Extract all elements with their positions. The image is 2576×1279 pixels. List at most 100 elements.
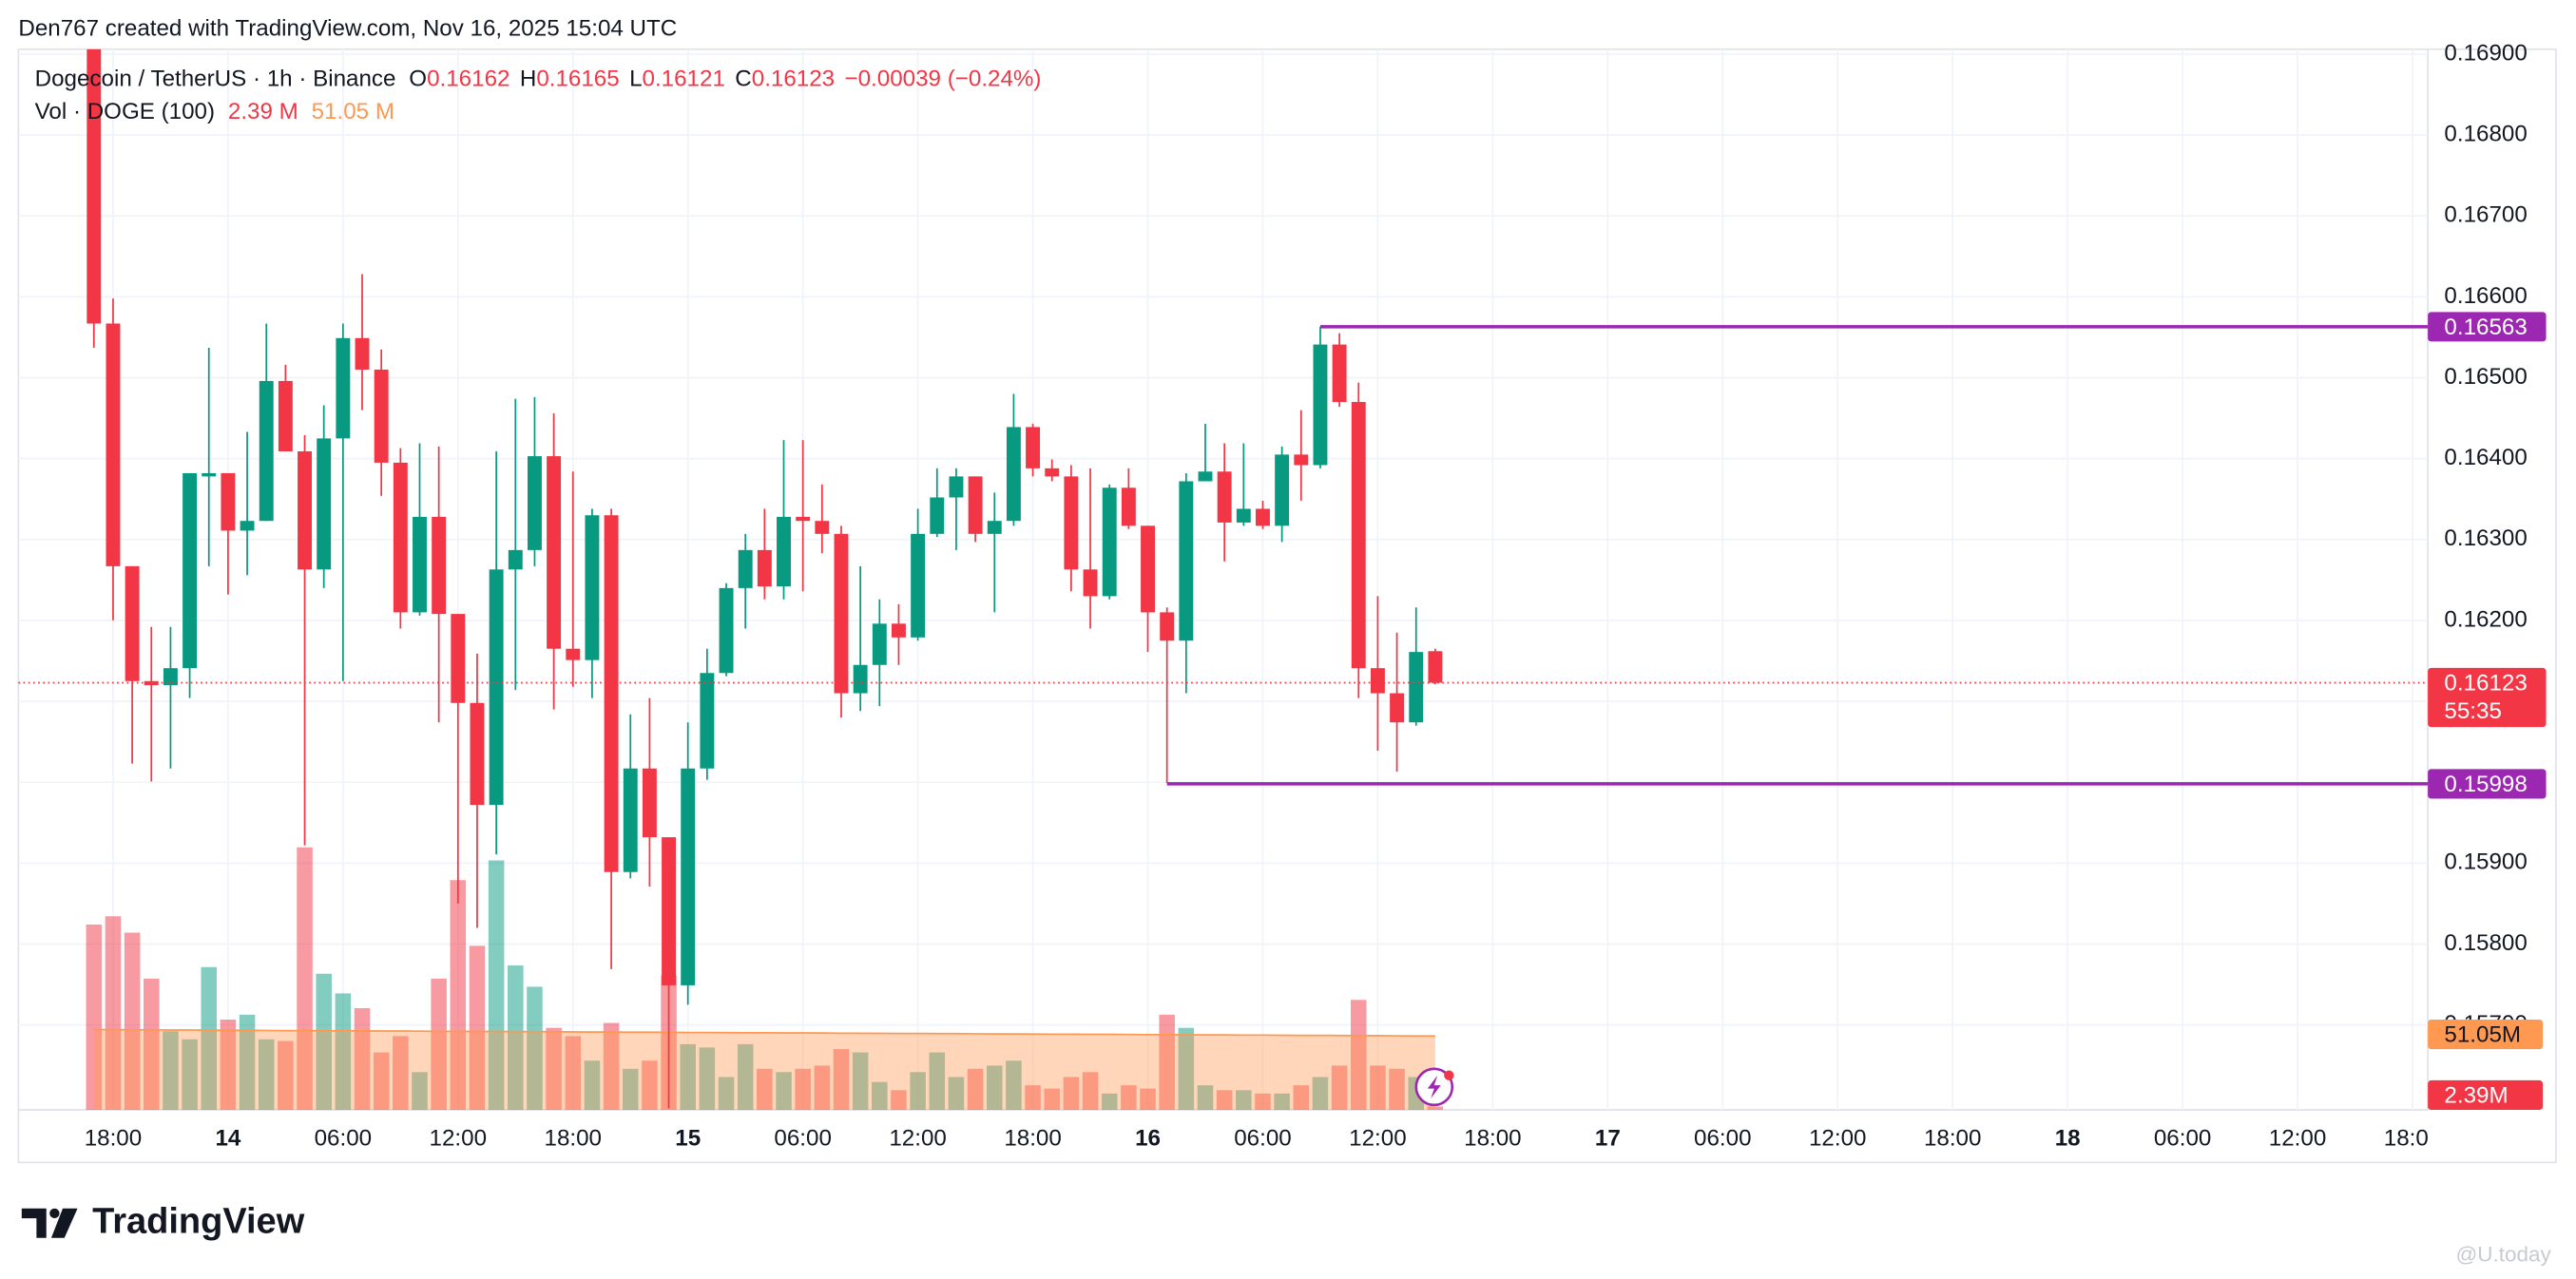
y-tick-label: 0.16300 (2444, 525, 2527, 551)
volume-bar (105, 916, 122, 1111)
candle-body (278, 380, 293, 451)
candle-body (1121, 487, 1136, 526)
x-tick-label: 06:00 (1694, 1126, 1752, 1152)
volume-bar (1140, 1088, 1156, 1111)
candle-body (87, 48, 102, 324)
candle-body (527, 456, 542, 550)
l-label: L (629, 67, 642, 92)
volume-bar (776, 1072, 792, 1111)
candle-body (1313, 344, 1328, 466)
volume-bar (757, 1068, 773, 1111)
x-tick-label: 15 (675, 1126, 701, 1152)
volume-bar (450, 880, 467, 1111)
h-label: H (520, 67, 536, 92)
candle-body (1351, 402, 1366, 669)
author-line: Den767 created with TradingView.com, Nov… (18, 15, 677, 41)
volume-bar (163, 1031, 179, 1111)
y-tick-label: 0.16400 (2444, 445, 2527, 470)
candle-body (1236, 508, 1251, 523)
volume-bar (1216, 1090, 1233, 1111)
brand-name: TradingView (92, 1201, 305, 1241)
candle-body (355, 337, 370, 370)
watermark: @U.today (2456, 1243, 2552, 1267)
candle-body (585, 515, 600, 660)
volume-bar (910, 1072, 926, 1111)
alert-icon[interactable] (1414, 1067, 1454, 1107)
countdown: 55:35 (2444, 698, 2502, 724)
x-tick-label: 06:00 (315, 1126, 372, 1152)
volume-bar (1063, 1077, 1080, 1111)
candle-body (489, 569, 504, 806)
symbol: Dogecoin / TetherUS · 1h · Binance (35, 67, 396, 92)
candle-body (1006, 427, 1021, 522)
candle-body (738, 549, 753, 588)
candle-body (777, 516, 791, 587)
volume-bar (1006, 1060, 1022, 1111)
candle-body (183, 472, 198, 669)
volume-bar (737, 1043, 754, 1111)
volume-tag (2428, 1019, 2544, 1050)
volume-ma-area (93, 1029, 1435, 1111)
volume-bar (527, 986, 543, 1111)
volume-bar (278, 1040, 294, 1111)
volume-bar (354, 1007, 371, 1111)
volume-bar (603, 1022, 620, 1111)
volume-bar (1293, 1085, 1310, 1111)
x-tick-label: 12:00 (1349, 1126, 1407, 1152)
volume-bar (814, 1065, 831, 1111)
volume-bar (565, 1036, 582, 1111)
candle-body (221, 472, 236, 531)
candle-body (796, 516, 811, 522)
volume-bar (393, 1036, 409, 1111)
volume-bar (431, 978, 447, 1111)
volume-bar (642, 1060, 658, 1111)
candle-body (700, 673, 715, 769)
candle-body (1275, 454, 1290, 526)
volume-bar (584, 1060, 601, 1111)
x-axis: 18:00 14 06:00 12:00 18:00 15 06:00 12:00 18:00 1… (85, 1126, 2428, 1152)
y-tick-label: 0.15800 (2444, 930, 2527, 956)
brand-logo (21, 1208, 78, 1238)
volume-bar (986, 1065, 1003, 1111)
candle-body (853, 664, 868, 694)
candle-body (1064, 476, 1079, 570)
volume-bar (929, 1052, 946, 1111)
vol-ma-value: 51.05 M (312, 100, 394, 125)
volume-ma-line (93, 1028, 1435, 1038)
volume-bar (1159, 1014, 1175, 1111)
vol-value: 2.39 M (228, 100, 298, 125)
candle-body (1045, 468, 1060, 477)
l-value: 0.16121 (643, 67, 725, 92)
candle-body (911, 533, 926, 638)
candle-body (719, 587, 734, 674)
candle-body (1141, 525, 1155, 613)
x-tick-label: 12:00 (430, 1126, 488, 1152)
c-value: 0.16123 (752, 67, 835, 92)
candle-body (1179, 481, 1194, 641)
h-value: 0.16165 (536, 67, 619, 92)
candle-body (872, 623, 887, 665)
volume-bar (1274, 1093, 1290, 1111)
y-tick-label: 0.16700 (2444, 202, 2527, 228)
candle-body (144, 680, 159, 686)
volume-bar (239, 1014, 256, 1111)
x-tick-label: 06:00 (1234, 1126, 1291, 1152)
candle-body (1390, 693, 1405, 723)
candle-body (968, 476, 983, 534)
volume-bar (1236, 1090, 1252, 1111)
y-tick-label: 0.16200 (2444, 606, 2527, 632)
candle-body (987, 521, 1002, 534)
volume-bar (1082, 1072, 1099, 1111)
x-tick-label: 18:00 (1464, 1126, 1522, 1152)
candle-body (374, 369, 389, 463)
candle-body (1083, 569, 1098, 597)
candle-body (508, 549, 523, 570)
candle-body (1160, 612, 1175, 641)
candle-body (432, 516, 447, 615)
level-label: 0.16563 (2444, 315, 2527, 340)
volume-bar (1389, 1068, 1405, 1111)
candle-body (1026, 427, 1041, 468)
level-tag (2428, 312, 2547, 342)
volume-bar (297, 847, 313, 1111)
